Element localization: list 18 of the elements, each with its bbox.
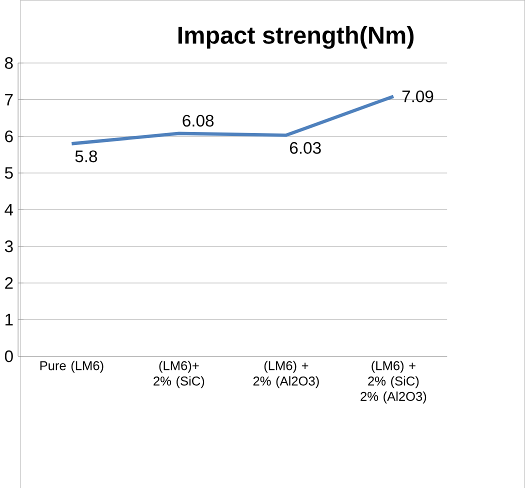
y-tick-label: 8 bbox=[4, 56, 13, 69]
data-label: 7.09 bbox=[402, 90, 434, 102]
y-tick-label: 4 bbox=[4, 204, 14, 216]
y-tick-label: 5 bbox=[4, 166, 13, 179]
data-label: 6.08 bbox=[182, 114, 214, 126]
y-tick-label: 6 bbox=[5, 130, 13, 142]
y-tick-label: 7 bbox=[5, 94, 13, 106]
x-tick-label: (LM6)+ 2% (SiC) bbox=[154, 360, 204, 388]
y-tick-label: 2 bbox=[5, 276, 13, 289]
y-tick-label: 0 bbox=[4, 350, 13, 362]
data-label: 6.03 bbox=[290, 142, 321, 154]
y-tick-label: 3 bbox=[4, 240, 13, 252]
chart-title: Impact strength(Nm) bbox=[178, 26, 414, 49]
y-tick-label: 1 bbox=[6, 314, 13, 326]
x-tick-label: Pure (LM6) bbox=[40, 360, 104, 373]
x-tick-label: (LM6) + 2% (SiC) 2% (Al2O3) bbox=[360, 360, 426, 404]
data-label: 5.8 bbox=[75, 150, 98, 162]
x-tick-label: (LM6) + 2% (Al2O3) bbox=[253, 360, 319, 388]
